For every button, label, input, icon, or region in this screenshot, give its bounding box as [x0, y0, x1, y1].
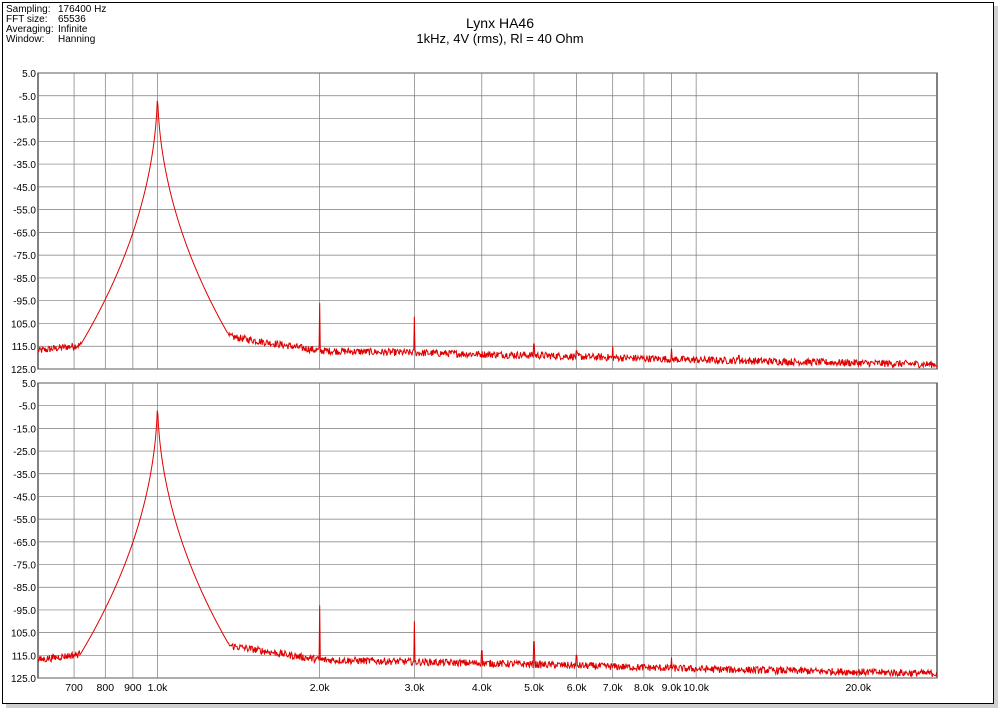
y-tick-label: -5.0 [19, 92, 37, 103]
plot-area-2 [37, 382, 938, 679]
y-tick-label: -75.0 [13, 561, 36, 572]
y-tick-label: 5.0 [22, 69, 36, 80]
x-tick-label: 20.0k [845, 682, 871, 694]
y-tick-label: 115.0 [12, 651, 37, 662]
plot-area-1 [37, 72, 938, 370]
y-tick-label: -85.0 [13, 583, 36, 594]
y-tick-label: -25.0 [13, 137, 36, 148]
y-tick-label: -95.0 [13, 606, 36, 617]
x-tick-label: 8.0k [634, 682, 655, 694]
x-tick-label: 4.0k [472, 682, 493, 694]
y-tick-label: -15.0 [13, 115, 36, 126]
info-fft-size: FFT size: 65536 [6, 14, 86, 25]
y-tick-label: 105.0 [11, 629, 36, 640]
y-tick-label: -25.0 [13, 447, 36, 458]
y-tick-label: -45.0 [13, 183, 36, 194]
y-tick-label: 105.0 [11, 319, 36, 330]
y-tick-label: -55.0 [13, 515, 36, 526]
y-tick-label: -75.0 [13, 251, 36, 262]
y-tick-label: 125.0 [11, 674, 36, 685]
x-tick-label: 3.0k [405, 682, 426, 694]
y-tick-label: -85.0 [13, 274, 36, 285]
x-tick-label: 9.0k [662, 682, 683, 694]
y-tick-label: -35.0 [13, 160, 36, 171]
x-tick-label: 7.0k [603, 682, 624, 694]
y-tick-label: -55.0 [13, 206, 36, 217]
y-tick-label: -15.0 [13, 424, 36, 435]
y-tick-label: -65.0 [13, 228, 36, 239]
info-sampling: Sampling: 176400 Hz [6, 4, 107, 15]
info-averaging: Averaging: Infinite [6, 24, 88, 35]
info-window: Window: Hanning [6, 34, 96, 45]
x-tick-label: 10.0k [683, 682, 709, 694]
y-tick-label: -35.0 [13, 470, 36, 481]
y-tick-label: -95.0 [13, 297, 36, 308]
y-tick-label: -65.0 [13, 538, 36, 549]
chart-title: Lynx HA46 [466, 15, 534, 31]
x-tick-label: 900 [124, 682, 142, 694]
x-tick-label: 700 [65, 682, 83, 694]
y-tick-label: -45.0 [13, 492, 36, 503]
y-tick-label: 5.0 [22, 379, 36, 390]
y-tick-label: 125.0 [11, 365, 36, 376]
spectrum-trace-1 [37, 100, 938, 369]
spectrum-trace-2 [37, 410, 938, 678]
x-tick-label: 6.0k [567, 682, 588, 694]
x-tick-label: 1.0k [148, 682, 169, 694]
x-tick-label: 2.0k [310, 682, 331, 694]
x-tick-label: 5.0k [524, 682, 545, 694]
y-tick-label: -5.0 [19, 402, 37, 413]
chart-subtitle: 1kHz, 4V (rms), Rl = 40 Ohm [416, 31, 584, 46]
y-tick-label: 115.0 [12, 342, 37, 353]
x-tick-label: 800 [97, 682, 115, 694]
